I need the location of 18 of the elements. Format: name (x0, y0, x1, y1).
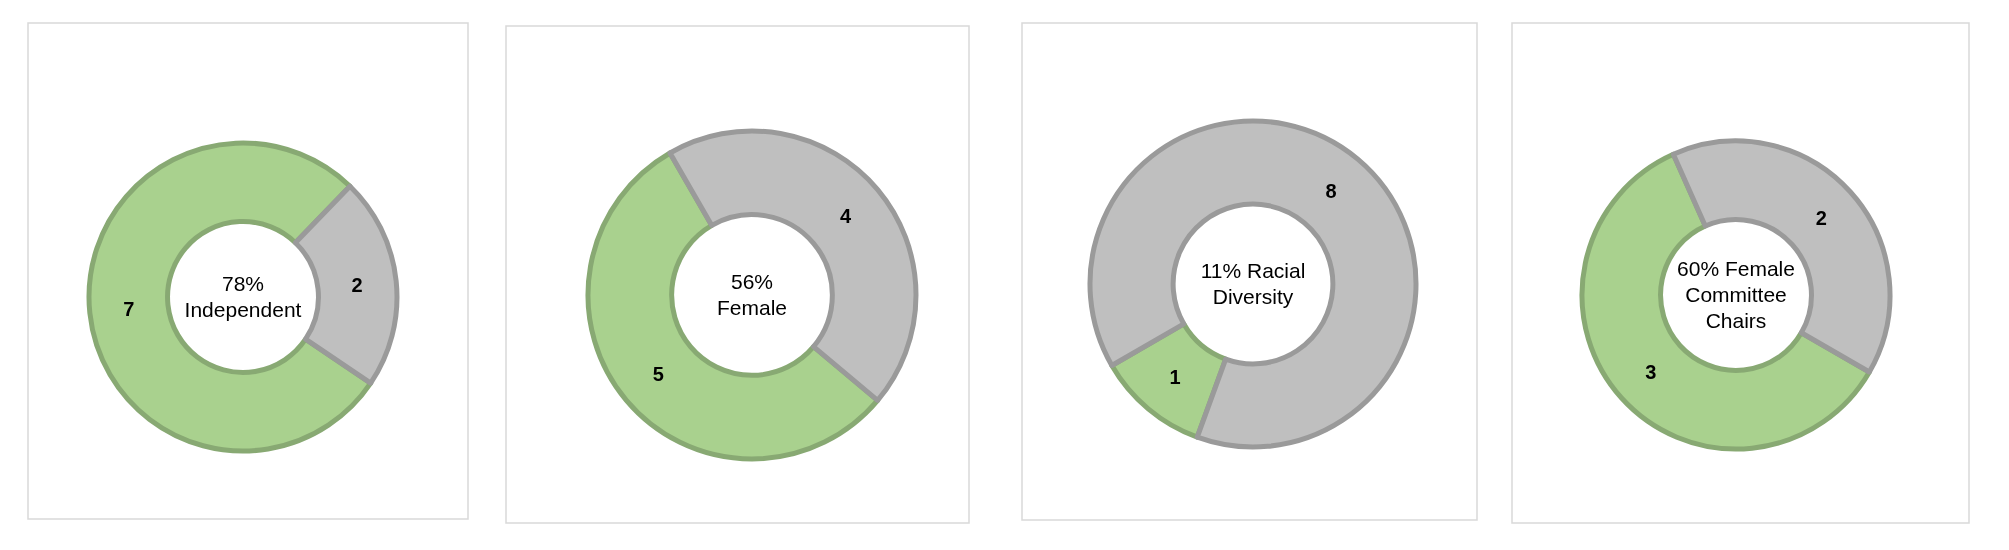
data-label: 2 (1815, 207, 1827, 230)
data-label: 2 (351, 274, 363, 297)
text: 60% Female Committee Chairs (1677, 257, 1795, 333)
data-label: 1 (1169, 366, 1181, 389)
text: 11% Racial Diversity (1200, 259, 1306, 309)
donut-slice (1087, 118, 1419, 450)
donut-slice (1579, 151, 1872, 452)
donut-slice (86, 140, 374, 454)
data-label: 7 (123, 297, 135, 320)
text: 56% Female (716, 270, 788, 320)
donut-slice (667, 128, 919, 403)
text: 78% Independent (184, 272, 302, 322)
donut-slice (585, 150, 881, 462)
data-label: 4 (840, 205, 853, 228)
data-label: 5 (652, 362, 664, 385)
donut-slice (1670, 138, 1893, 375)
data-label: 8 (1325, 179, 1337, 202)
data-label: 3 (1645, 360, 1657, 383)
